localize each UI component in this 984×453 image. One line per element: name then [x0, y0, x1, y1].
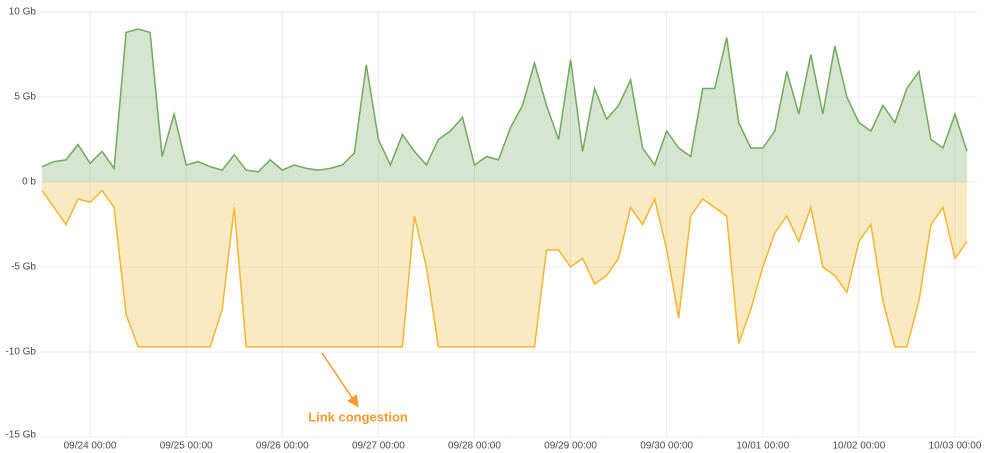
x-tick-label: 09/25 00:00 [160, 441, 213, 452]
line [41, 28, 968, 173]
y-tick-label: -15 Gb [5, 430, 36, 441]
plot [41, 28, 968, 348]
y-tick-label: 10 Gb [9, 7, 37, 18]
annotation-arrow [321, 352, 359, 408]
y-tick-label: -5 Gb [11, 262, 36, 273]
x-tick-label: 09/24 00:00 [64, 441, 117, 452]
x-tick-label: 10/02 00:00 [832, 441, 885, 452]
y-tick-label: -10 Gb [5, 347, 36, 358]
y-tick-label: 0 b [22, 177, 36, 188]
x-tick-label: 09/29 00:00 [544, 441, 597, 452]
x-tick-label: 10/01 00:00 [736, 441, 789, 452]
x-tick-label: 09/28 00:00 [448, 441, 501, 452]
x-tick-label: 09/26 00:00 [256, 441, 309, 452]
y-tick-label: 5 Gb [14, 92, 36, 103]
x-tick-label: 09/27 00:00 [352, 441, 405, 452]
annotation: Link congestion [308, 409, 408, 424]
area [42, 29, 967, 182]
area [42, 182, 967, 347]
grid: -15 Gb -10 Gb -5 Gb 0 b 5 Gb 10 Gb 09/24 00:00… [5, 7, 981, 452]
x-tick-label: 10/03 00:00 [929, 441, 982, 452]
line [41, 189, 968, 348]
x-tick-label: 09/30 00:00 [640, 441, 693, 452]
